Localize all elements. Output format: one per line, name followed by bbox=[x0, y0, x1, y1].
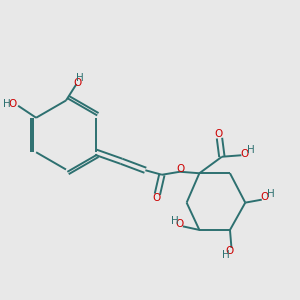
Text: H: H bbox=[222, 250, 230, 260]
Text: O: O bbox=[261, 192, 269, 202]
Text: O: O bbox=[9, 99, 17, 109]
Text: O: O bbox=[74, 78, 82, 88]
Text: O: O bbox=[214, 129, 223, 139]
Text: O: O bbox=[176, 219, 184, 229]
Text: H: H bbox=[267, 189, 275, 199]
Text: O: O bbox=[176, 164, 184, 174]
Text: H: H bbox=[171, 216, 178, 226]
Text: H: H bbox=[3, 99, 10, 109]
Text: O: O bbox=[152, 194, 160, 203]
Text: H: H bbox=[248, 146, 255, 155]
Text: O: O bbox=[240, 149, 248, 159]
Text: O: O bbox=[226, 246, 234, 256]
Text: H: H bbox=[76, 73, 84, 83]
